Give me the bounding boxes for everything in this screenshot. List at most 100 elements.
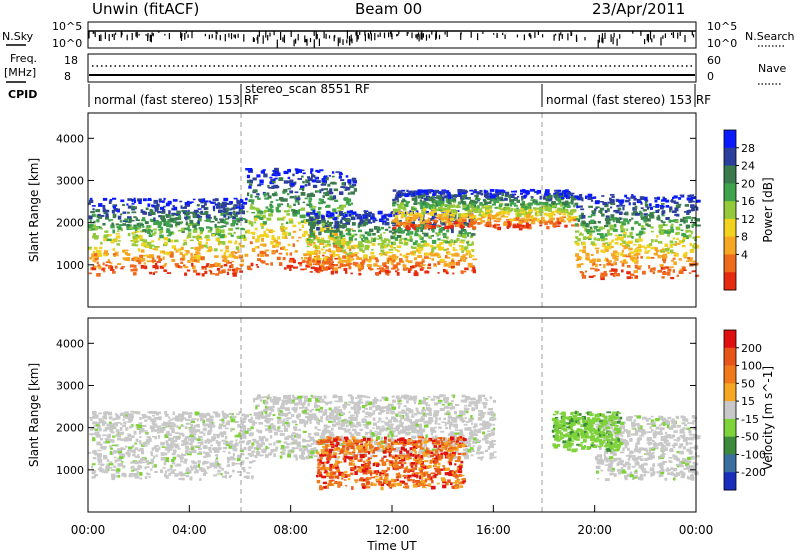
echo-cell [195,251,200,255]
echo-cell [309,240,314,244]
echo-cell [342,224,347,228]
noise-sample [164,33,166,36]
echo-cell [177,216,182,220]
echo-cell [678,270,684,274]
echo-cell [691,270,697,273]
echo-cell [485,207,490,211]
echo-cell [379,267,385,270]
echo-cell [628,202,631,206]
noise-sample [671,32,673,35]
echo-cell [428,219,434,221]
echo-cell [328,221,334,225]
echo-cell [92,250,96,254]
echo-cell [595,263,598,268]
echo-cell [666,231,671,234]
echo-cell [242,202,247,205]
echo-cell [353,244,359,248]
echo-cell [405,233,410,236]
echo-cell [648,265,651,269]
echo-cell [531,215,534,218]
echo-cell [613,273,616,277]
echo-cell [668,219,672,223]
echo-cell [144,466,147,470]
echo-cell [154,247,159,251]
echo-cell [525,222,529,226]
echo-cell [336,236,341,239]
echo-cell [397,250,400,253]
noise-sample [150,35,152,43]
echo-cell [442,213,448,217]
echo-cell [168,232,173,235]
echo-cell [220,204,224,207]
echo-cell [602,242,606,247]
echo-cell [557,200,562,203]
echo-cell [640,245,645,248]
echo-cell [250,426,254,430]
echo-cell [388,421,393,424]
echo-cell [210,201,214,204]
echo-cell [691,207,695,212]
echo-cell [239,209,243,213]
echo-cell [375,259,379,263]
echo-cell [156,425,162,428]
echo-cell [181,209,185,212]
echo-cell [234,215,238,217]
noise-sample [282,37,284,42]
noise-sample [152,33,154,37]
echo-cell [225,440,228,444]
echo-cell [313,235,316,240]
echo-cell [449,421,453,425]
echo-cell [334,257,339,260]
echo-cell [312,252,318,255]
echo-cell [421,259,425,263]
echo-cell [439,202,445,205]
echo-cell [661,205,665,208]
echo-cell [396,192,400,196]
echo-cell [667,271,671,276]
echo-cell [123,474,127,478]
echo-cell [196,222,200,226]
echo-cell [461,250,464,253]
noise-sample [504,34,506,39]
echo-cell [392,264,398,269]
echo-cell [168,437,172,442]
echo-cell [437,224,440,227]
echo-cell [273,184,279,189]
echo-cell [634,264,638,269]
echo-cell [338,409,343,412]
echo-cell [441,221,446,226]
echo-cell [615,218,621,222]
echo-cell [196,204,200,207]
echo-cell [685,235,689,240]
echo-cell [625,241,630,245]
echo-cell [157,411,161,415]
echo-cell [288,168,291,173]
echo-cell [329,232,332,236]
echo-cell [130,410,135,413]
echo-cell [631,236,634,239]
echo-cell [402,207,407,211]
echo-cell [301,420,306,424]
echo-cell [331,263,335,266]
echo-cell [460,199,464,202]
echo-cell [505,219,509,221]
echo-cell [596,232,600,235]
echo-cell [111,423,116,427]
echo-cell [218,425,222,430]
echo-cell [324,240,329,244]
echo-cell [473,210,479,213]
echo-cell [421,194,426,198]
echo-cell [215,237,218,242]
echo-cell [106,463,110,468]
echo-cell [189,428,194,432]
echo-cell [357,257,362,260]
echo-cell [424,219,430,223]
echo-cell [264,249,270,252]
echo-cell [120,447,125,450]
echo-cell [175,213,181,216]
echo-cell [252,460,256,462]
echo-cell [658,228,663,232]
echo-cell [564,224,568,228]
echo-cell [164,434,169,438]
echo-cell [178,477,182,480]
